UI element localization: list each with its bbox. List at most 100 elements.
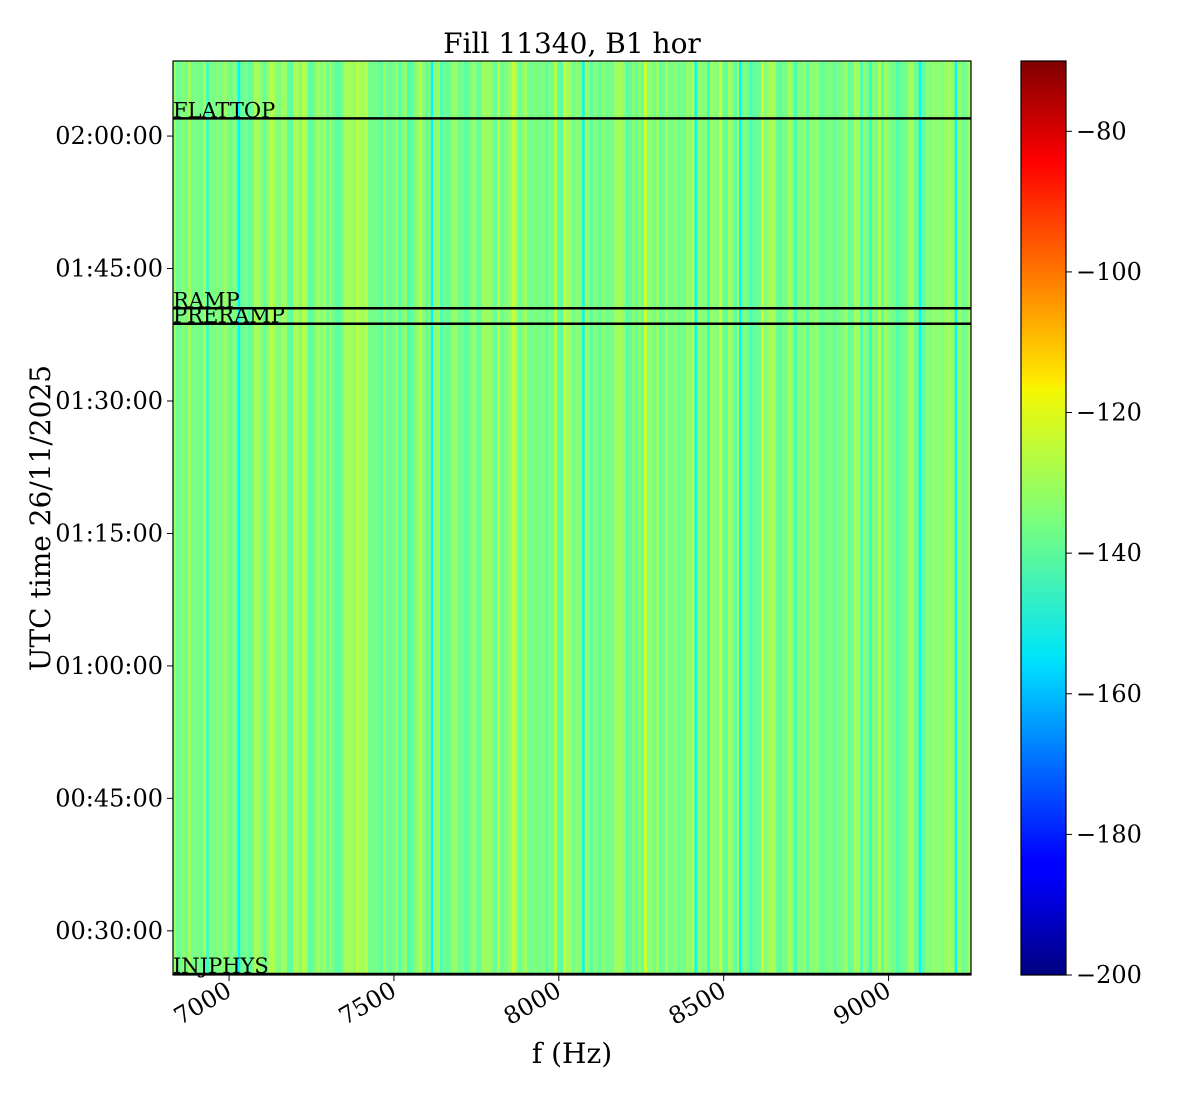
- spectrum-stripe: [515, 61, 519, 975]
- spectrum-stripe: [749, 61, 753, 975]
- spectrum-stripe: [689, 61, 693, 975]
- colorbar-tick-label: −100: [1076, 258, 1142, 286]
- spectrum-stripe: [539, 61, 543, 975]
- y-tick-label: 01:45:00: [55, 255, 163, 283]
- spectrum-stripe: [518, 61, 522, 975]
- spectrum-stripe: [389, 61, 393, 975]
- spectrum-stripe: [425, 61, 429, 975]
- spectrum-stripe: [356, 61, 360, 975]
- spectrum-stripe: [950, 61, 954, 975]
- spectrum-stripe: [626, 61, 630, 975]
- event-label: INJPHYS: [173, 954, 269, 978]
- spectrum-stripe: [677, 61, 681, 975]
- spectrum-stripe: [263, 61, 267, 975]
- spectrum-stripe: [785, 61, 789, 975]
- spectrum-stripe: [947, 61, 951, 975]
- spectrum-stripe: [887, 61, 891, 975]
- spectrum-stripe: [734, 61, 738, 975]
- spectrum-stripe: [635, 61, 639, 975]
- spectrum-stripe: [806, 61, 810, 975]
- spectrum-stripe: [176, 61, 180, 975]
- spectrum-stripe: [536, 61, 540, 975]
- spectrum-stripe: [848, 61, 852, 975]
- spectrum-stripe: [497, 61, 501, 975]
- x-tick-label: 9000: [829, 976, 896, 1031]
- spectrum-stripe: [935, 61, 939, 975]
- spectrum-stripe: [761, 61, 765, 975]
- event-label: RAMP: [173, 288, 240, 312]
- spectrum-stripe: [353, 61, 357, 975]
- spectrum-stripe: [239, 61, 243, 975]
- spectrum-stripe: [860, 61, 864, 975]
- x-axis-label: f (Hz): [532, 1037, 612, 1070]
- spectrum-stripe: [374, 61, 378, 975]
- spectrum-stripe: [881, 61, 885, 975]
- spectrum-stripe: [302, 61, 306, 975]
- narrow-line: [582, 61, 585, 975]
- spectrum-stripe: [779, 61, 783, 975]
- spectrum-stripe: [212, 61, 216, 975]
- spectrum-stripe: [218, 61, 222, 975]
- spectrum-stripe: [818, 61, 822, 975]
- spectrum-stripe: [416, 61, 420, 975]
- spectrum-stripe: [866, 61, 870, 975]
- x-tick-label: 7500: [334, 976, 401, 1031]
- spectrum-stripe: [668, 61, 672, 975]
- spectrum-stripe: [929, 61, 933, 975]
- spectrum-stripe: [641, 61, 645, 975]
- spectrum-stripe: [317, 61, 321, 975]
- spectrum-stripe: [812, 61, 816, 975]
- spectrum-stripe: [470, 61, 474, 975]
- spectrum-stripe: [332, 61, 336, 975]
- spectrum-stripe: [563, 61, 567, 975]
- spectrum-stripe: [725, 61, 729, 975]
- spectrum-stripe: [788, 61, 792, 975]
- spectrum-stripe: [368, 61, 372, 975]
- spectrum-stripe: [896, 61, 900, 975]
- spectrum-stripe: [755, 61, 759, 975]
- spectrum-stripe: [701, 61, 705, 975]
- colorbar-ticks: −80 −100 −120 −140 −160 −180 −200: [1066, 117, 1142, 989]
- spectrum-stripe: [968, 61, 971, 975]
- spectrum-stripe: [704, 61, 708, 975]
- spectrum-stripe: [419, 61, 423, 975]
- spectrum-stripe: [905, 61, 909, 975]
- spectrum-stripe: [200, 61, 204, 975]
- spectrum-stripe: [872, 61, 876, 975]
- spectrum-stripe: [836, 61, 840, 975]
- spectrum-stripe: [548, 61, 552, 975]
- spectrum-stripe: [329, 61, 333, 975]
- spectrum-stripe: [443, 61, 447, 975]
- spectrum-stripe: [713, 61, 717, 975]
- plot-frame: [172, 60, 972, 976]
- spectrum-stripe: [911, 61, 915, 975]
- spectrum-stripe: [248, 61, 252, 975]
- spectrum-stripe: [941, 61, 945, 975]
- spectrum-stripe: [965, 61, 969, 975]
- spectrum-stripe: [578, 61, 582, 975]
- spectrum-stripe: [674, 61, 678, 975]
- spectrum-stripe: [707, 61, 711, 975]
- spectrum-stripe: [632, 61, 636, 975]
- spectrum-stripe: [758, 61, 762, 975]
- spectrum-stripe: [614, 61, 618, 975]
- spectrum-stripe: [521, 61, 525, 975]
- spectrum-stripe: [449, 61, 453, 975]
- spectrum-stripe: [542, 61, 546, 975]
- spectrum-stripe: [455, 61, 459, 975]
- spectrum-stripe: [179, 61, 183, 975]
- spectrum-stripe: [524, 61, 528, 975]
- spectrum-stripe: [395, 61, 399, 975]
- spectrum-stripe: [746, 61, 750, 975]
- spectrum-stripe: [566, 61, 570, 975]
- spectrum-stripe: [956, 61, 960, 975]
- spectrum-stripe: [188, 61, 192, 975]
- spectrum-stripe: [767, 61, 771, 975]
- spectrum-stripe: [731, 61, 735, 975]
- spectrum-stripe: [590, 61, 594, 975]
- spectrum-stripe: [194, 61, 198, 975]
- spectrum-stripe: [173, 61, 177, 975]
- spectrum-stripe: [401, 61, 405, 975]
- spectrum-stripe: [413, 61, 417, 975]
